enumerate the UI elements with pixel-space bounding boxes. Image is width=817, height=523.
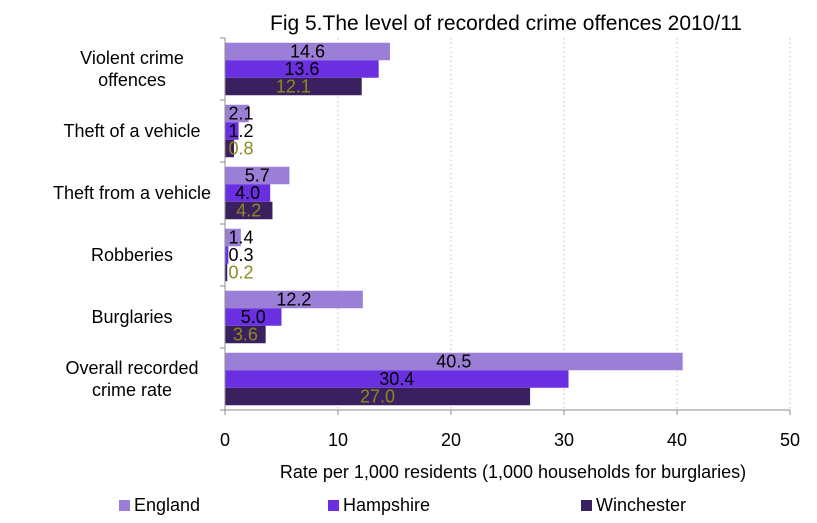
- data-label: 4.0: [235, 183, 260, 203]
- chart-title: Fig 5.The level of recorded crime offenc…: [270, 12, 742, 35]
- data-label: 1.4: [228, 228, 253, 248]
- bar: [225, 184, 271, 202]
- x-tick-label: 20: [441, 430, 461, 450]
- data-label: 13.6: [284, 59, 319, 79]
- data-label: 27.0: [360, 387, 395, 407]
- category-label: Theft from a vehicle: [53, 183, 211, 203]
- bar: [225, 352, 683, 371]
- bar: [225, 387, 531, 406]
- data-label: 14.6: [290, 42, 325, 62]
- bar: [225, 370, 569, 388]
- x-tick-label: 10: [328, 430, 348, 450]
- x-axis-title: Rate per 1,000 residents (1,000 househol…: [280, 462, 746, 482]
- legend-swatch: [328, 500, 339, 511]
- bar: [225, 201, 273, 220]
- data-label: 40.5: [436, 352, 471, 372]
- data-label: 5.0: [241, 307, 266, 327]
- data-label: 0.3: [228, 245, 253, 265]
- category-label: Burglaries: [91, 307, 172, 327]
- bar: [225, 122, 239, 140]
- legend-label: Hampshire: [343, 495, 430, 515]
- bar: [225, 228, 241, 247]
- x-tick-label: 40: [667, 430, 687, 450]
- bar: [225, 104, 249, 123]
- legend-label: Winchester: [596, 495, 686, 515]
- bar: [225, 308, 282, 326]
- bar: [225, 166, 290, 185]
- category-label: Robberies: [91, 245, 173, 265]
- bar: [225, 290, 363, 309]
- legend-label: England: [134, 495, 200, 515]
- category-label: Theft of a vehicle: [63, 121, 200, 141]
- data-label: 5.7: [245, 166, 270, 186]
- bar: [225, 60, 379, 78]
- data-label: 12.1: [276, 77, 311, 97]
- category-label: Overall recorded crime rate: [65, 358, 198, 400]
- data-label: 1.2: [228, 121, 253, 141]
- bar: [225, 77, 362, 96]
- legend-swatch: [119, 500, 130, 511]
- data-label: 4.2: [236, 201, 261, 221]
- bar: [225, 246, 229, 264]
- data-label: 3.6: [233, 325, 258, 345]
- bar: [225, 42, 390, 61]
- category-label: Violent crime offences: [80, 48, 184, 90]
- data-label: 0.2: [228, 263, 253, 283]
- x-tick-label: 50: [780, 430, 800, 450]
- data-label: 2.1: [228, 104, 253, 124]
- x-tick-label: 0: [220, 430, 230, 450]
- bar: [225, 139, 235, 158]
- legend-swatch: [581, 500, 592, 511]
- data-label: 12.2: [276, 290, 311, 310]
- bar: [225, 325, 266, 344]
- x-tick-label: 30: [554, 430, 574, 450]
- bar: [225, 263, 228, 282]
- data-label: 30.4: [379, 369, 414, 389]
- data-label: 0.8: [228, 139, 253, 159]
